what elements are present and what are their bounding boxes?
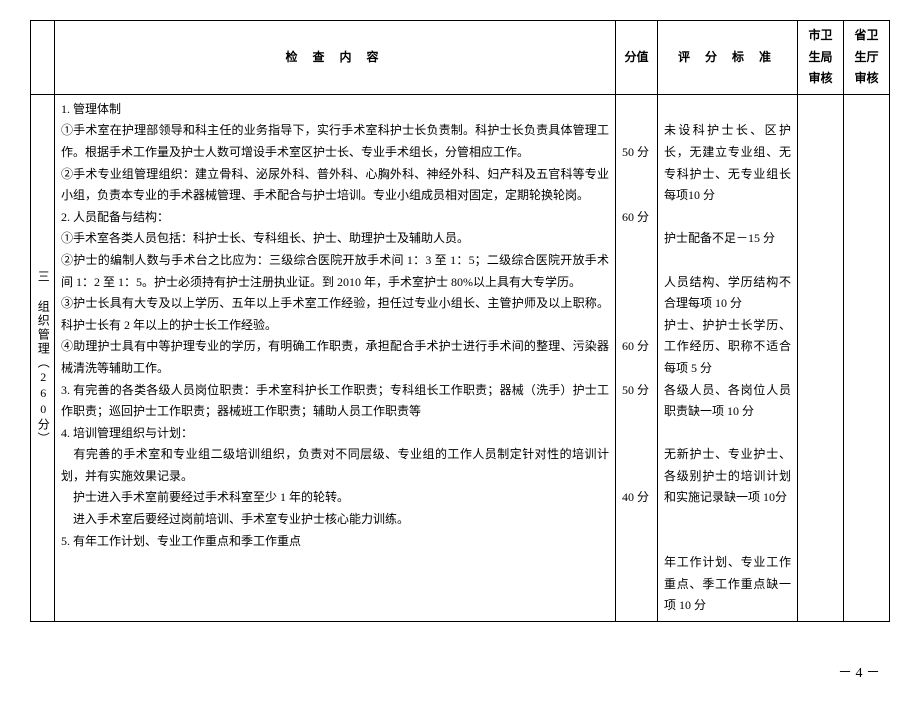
content-line: ①手术室在护理部领导和科主任的业务指导下，实行手术室科护士长负责制。科护士长负责…: [61, 120, 609, 163]
content-line: 3. 有完善的各类各级人员岗位职责：手术室科护长工作职责；专科组长工作职责；器械…: [61, 380, 609, 423]
content-cell: 1. 管理体制①手术室在护理部领导和科主任的业务指导下，实行手术室科护士长负责制…: [55, 94, 616, 621]
category-cell: 三 组织管理（260分）: [31, 94, 55, 621]
content-line: 1. 管理体制: [61, 99, 609, 121]
content-line: 进入手术室后要经过岗前培训、手术室专业护士核心能力训练。: [61, 509, 609, 531]
header-province: 省卫生厅审核: [844, 21, 890, 95]
header-city: 市卫生局审核: [798, 21, 844, 95]
assessment-table: 检 查 内 容 分值 评 分 标 准 市卫生局审核 省卫生厅审核 三 组织管理（…: [30, 20, 890, 622]
page-number: － 4 －: [30, 662, 890, 682]
content-line: ①手术室各类人员包括：科护士长、专科组长、护士、助理护士及辅助人员。: [61, 228, 609, 250]
content-line: 4. 培训管理组织与计划：: [61, 423, 609, 445]
score-cell: 50 分 60 分 60 分 50 分 40 分: [616, 94, 658, 621]
header-category: [31, 21, 55, 95]
content-line: ③护士长具有大专及以上学历、五年以上手术室工作经验，担任过专业小组长、主管护师及…: [61, 293, 609, 336]
table-row: 三 组织管理（260分） 1. 管理体制①手术室在护理部领导和科主任的业务指导下…: [31, 94, 890, 621]
content-line: 5. 有年工作计划、专业工作重点和季工作重点: [61, 531, 609, 553]
content-line: 护士进入手术室前要经过手术科室至少 1 年的轮转。: [61, 487, 609, 509]
city-audit-cell: [798, 94, 844, 621]
header-standard: 评 分 标 准: [658, 21, 798, 95]
content-line: ②护士的编制人数与手术台之比应为：三级综合医院开放手术间 1：3 至 1：5；二…: [61, 250, 609, 293]
province-audit-cell: [844, 94, 890, 621]
standard-cell: 未设科护士长、区护长，无建立专业组、无专科护士、无专业组长每项10 分 护士配备…: [658, 94, 798, 621]
header-content: 检 查 内 容: [55, 21, 616, 95]
content-line: 有完善的手术室和专业组二级培训组织，负责对不同层级、专业组的工作人员制定针对性的…: [61, 444, 609, 487]
content-line: ④助理护士具有中等护理专业的学历，有明确工作职责，承担配合手术护士进行手术间的整…: [61, 336, 609, 379]
content-line: ②手术专业组管理组织：建立骨科、泌尿外科、普外科、心胸外科、神经外科、妇产科及五…: [61, 164, 609, 207]
content-line: 2. 人员配备与结构：: [61, 207, 609, 229]
header-score: 分值: [616, 21, 658, 95]
